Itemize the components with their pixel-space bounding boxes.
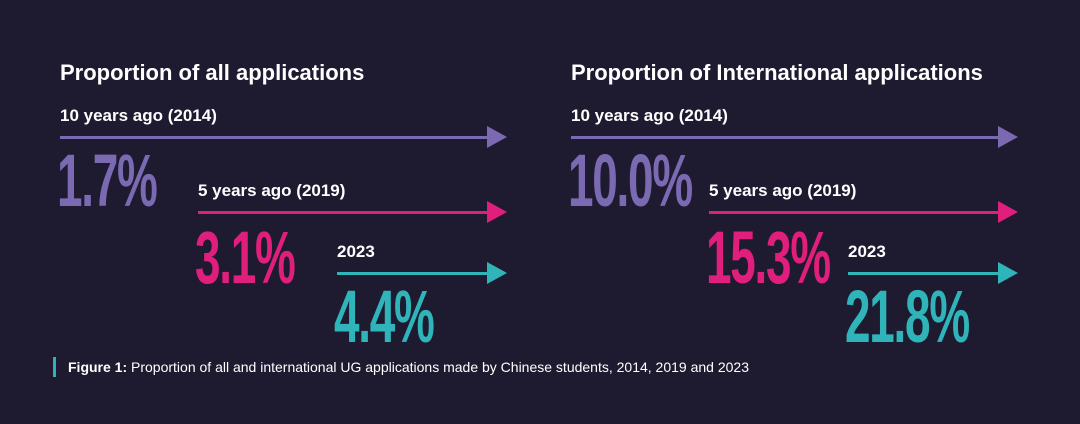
caption-text: Proportion of all and international UG a…: [127, 359, 749, 375]
arrow-line: [198, 211, 491, 214]
arrow-line: [571, 136, 1002, 139]
value-label: 4.4%: [334, 275, 435, 358]
panel-0: Proportion of all applications 10 years a…: [57, 0, 530, 354]
row-label: 2023: [337, 242, 375, 261]
value-label: 21.8%: [845, 275, 970, 358]
row-label: 2023: [848, 242, 886, 261]
arrow-line: [60, 136, 491, 139]
value-label: 15.3%: [706, 216, 831, 299]
arrow-icon: [571, 126, 1018, 148]
row-label: 10 years ago (2014): [60, 106, 217, 125]
row-label: 5 years ago (2019): [198, 181, 346, 200]
arrow-icon: [848, 262, 1018, 284]
figure-caption: Figure 1: Proportion of all and internat…: [53, 357, 749, 377]
caption-prefix: Figure 1:: [68, 359, 128, 375]
arrow-head: [487, 262, 507, 284]
arrow-icon: [337, 262, 507, 284]
value-label: 1.7%: [57, 139, 158, 222]
arrow-head: [998, 126, 1018, 148]
value-label: 10.0%: [568, 139, 693, 222]
arrow-line: [709, 211, 1002, 214]
row-label: 5 years ago (2019): [709, 181, 857, 200]
arrow-icon: [60, 126, 507, 148]
row-label: 10 years ago (2014): [571, 106, 728, 125]
panel-1: Proportion of International applications…: [568, 0, 1041, 354]
panel-title: Proportion of all applications: [60, 60, 365, 85]
panel-title: Proportion of International applications: [571, 60, 983, 85]
arrow-icon: [709, 201, 1018, 223]
arrow-head: [487, 126, 507, 148]
arrow-head: [487, 201, 507, 223]
arrow-line: [848, 272, 1002, 275]
arrow-icon: [198, 201, 507, 223]
arrow-head: [998, 262, 1018, 284]
arrow-line: [337, 272, 491, 275]
arrow-head: [998, 201, 1018, 223]
value-label: 3.1%: [195, 216, 296, 299]
